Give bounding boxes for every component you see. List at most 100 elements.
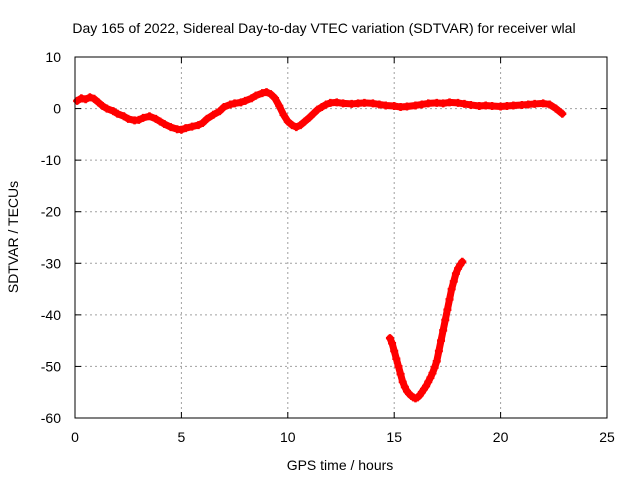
data-point bbox=[422, 382, 431, 391]
data-series-2 bbox=[385, 257, 467, 403]
data-point bbox=[85, 93, 94, 102]
data-series-1 bbox=[73, 88, 567, 134]
data-point bbox=[313, 105, 322, 114]
data-point bbox=[209, 110, 218, 119]
data-point bbox=[402, 102, 411, 111]
data-point bbox=[396, 370, 405, 379]
data-point bbox=[530, 99, 539, 108]
x-axis-title: GPS time / hours bbox=[287, 457, 394, 473]
data-point bbox=[156, 117, 165, 126]
data-point bbox=[262, 88, 271, 97]
data-point bbox=[424, 99, 433, 108]
data-point bbox=[188, 122, 197, 131]
y-axis-title: SDTVAR / TECUs bbox=[5, 181, 21, 293]
data-point bbox=[424, 377, 433, 386]
data-point bbox=[322, 100, 331, 109]
data-point bbox=[271, 94, 280, 103]
y-tick-label: 0 bbox=[53, 101, 61, 117]
x-tick-label: 25 bbox=[599, 429, 615, 445]
data-point bbox=[447, 285, 456, 294]
data-point bbox=[151, 114, 160, 123]
data-point bbox=[309, 109, 318, 118]
data-point bbox=[266, 90, 275, 99]
data-point bbox=[124, 114, 133, 123]
data-point bbox=[94, 98, 103, 107]
data-point bbox=[296, 121, 305, 130]
data-point bbox=[458, 257, 467, 266]
data-point bbox=[109, 107, 118, 116]
data-point bbox=[98, 101, 107, 110]
data-point bbox=[181, 124, 190, 133]
data-point bbox=[81, 95, 90, 104]
data-point bbox=[215, 107, 224, 116]
chart-title: Day 165 of 2022, Sidereal Day-to-day VTE… bbox=[72, 20, 575, 36]
data-point bbox=[339, 99, 348, 108]
y-tick-label: -50 bbox=[41, 358, 61, 374]
data-point bbox=[283, 117, 292, 126]
data-point bbox=[139, 113, 148, 122]
plot-frame bbox=[74, 56, 608, 419]
data-point bbox=[509, 101, 518, 110]
data-point bbox=[441, 316, 450, 325]
data-point bbox=[551, 104, 560, 113]
data-point bbox=[466, 100, 475, 109]
data-point bbox=[219, 103, 228, 112]
data-point bbox=[428, 369, 437, 378]
data-point bbox=[451, 269, 460, 278]
data-point bbox=[400, 383, 409, 392]
data-point bbox=[488, 101, 497, 110]
data-point bbox=[381, 101, 390, 110]
data-point bbox=[398, 377, 407, 386]
data-point bbox=[449, 277, 458, 286]
data-point bbox=[236, 98, 245, 107]
data-point bbox=[394, 362, 403, 371]
data-point bbox=[305, 113, 314, 122]
data-point bbox=[300, 117, 309, 126]
data-point bbox=[90, 94, 99, 103]
y-tick-label: 10 bbox=[45, 49, 61, 65]
data-point bbox=[73, 96, 82, 105]
data-point bbox=[392, 354, 401, 363]
y-tick-label: -40 bbox=[41, 307, 61, 323]
data-point bbox=[113, 109, 122, 118]
x-tick-label: 10 bbox=[280, 429, 296, 445]
y-tick-label: -20 bbox=[41, 204, 61, 220]
data-point bbox=[241, 96, 250, 105]
data-point bbox=[247, 94, 256, 103]
x-tick-label: 5 bbox=[178, 429, 186, 445]
data-point bbox=[426, 373, 435, 382]
data-point bbox=[292, 123, 301, 132]
x-tick-label: 0 bbox=[71, 429, 79, 445]
data-point bbox=[439, 326, 448, 335]
data-point bbox=[275, 101, 284, 110]
data-point bbox=[443, 305, 452, 314]
data-point bbox=[388, 339, 397, 348]
data-point bbox=[288, 121, 297, 130]
data-point bbox=[202, 114, 211, 123]
data-point bbox=[545, 100, 554, 109]
data-point bbox=[160, 120, 169, 129]
data-point bbox=[251, 91, 260, 100]
data-point bbox=[445, 98, 454, 107]
data-point bbox=[558, 109, 567, 118]
data-points bbox=[73, 88, 567, 403]
data-point bbox=[385, 334, 394, 343]
data-point bbox=[198, 119, 207, 128]
data-point bbox=[279, 110, 288, 119]
data-point bbox=[430, 363, 439, 372]
data-point bbox=[390, 346, 399, 355]
y-tick-label: -10 bbox=[41, 152, 61, 168]
data-point bbox=[145, 112, 154, 121]
data-point bbox=[437, 336, 446, 345]
data-point bbox=[434, 346, 443, 355]
data-point bbox=[102, 104, 111, 113]
data-point bbox=[194, 121, 203, 130]
data-point bbox=[177, 125, 186, 134]
data-point bbox=[166, 123, 175, 132]
data-point bbox=[119, 112, 128, 121]
y-tick-label: -60 bbox=[41, 410, 61, 426]
data-point bbox=[432, 357, 441, 366]
x-tick-label: 15 bbox=[386, 429, 402, 445]
